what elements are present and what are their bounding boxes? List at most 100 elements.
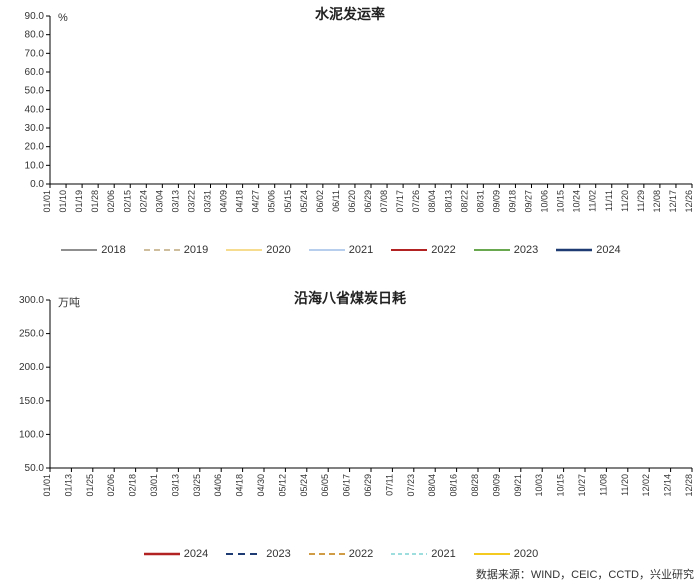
legend-item: 2023: [226, 548, 290, 560]
svg-text:12/08: 12/08: [652, 190, 662, 213]
svg-text:40.0: 40.0: [25, 104, 45, 115]
legend-label: 2021: [349, 244, 373, 256]
chart2-svg: 50.0100.0150.0200.0250.0300.001/0101/130…: [0, 280, 700, 528]
svg-text:02/15: 02/15: [122, 190, 132, 213]
svg-text:04/18: 04/18: [235, 190, 245, 213]
legend-label: 2018: [101, 244, 125, 256]
svg-text:04/09: 04/09: [219, 190, 229, 213]
chart1-svg: 0.010.020.030.040.050.060.070.080.090.00…: [0, 0, 700, 244]
svg-text:11/29: 11/29: [636, 190, 646, 212]
svg-text:12/14: 12/14: [663, 474, 673, 497]
chart2-unit: 万吨: [58, 294, 80, 310]
legend-item: 2020: [226, 244, 290, 256]
svg-text:03/01: 03/01: [149, 474, 159, 497]
svg-text:02/24: 02/24: [138, 190, 148, 213]
svg-text:01/13: 01/13: [63, 474, 73, 497]
chart1-unit: %: [58, 12, 68, 24]
svg-text:05/06: 05/06: [267, 190, 277, 213]
svg-text:200.0: 200.0: [19, 362, 44, 373]
svg-text:11/20: 11/20: [620, 190, 630, 212]
chart1-title: 水泥发运率: [315, 4, 385, 24]
legend-item: 2021: [391, 548, 455, 560]
chart-cement-shipment: 水泥发运率 % 0.010.020.030.040.050.060.070.08…: [0, 0, 700, 270]
svg-text:02/06: 02/06: [106, 474, 116, 497]
svg-text:05/15: 05/15: [283, 190, 293, 213]
svg-text:10/03: 10/03: [534, 474, 544, 497]
svg-text:90.0: 90.0: [25, 11, 45, 22]
svg-text:10/24: 10/24: [572, 190, 582, 213]
legend-label: 2024: [596, 244, 620, 256]
svg-text:06/29: 06/29: [363, 190, 373, 213]
svg-text:11/20: 11/20: [620, 474, 630, 496]
svg-text:05/24: 05/24: [299, 474, 309, 497]
chart2-legend: 2024 2023 2022 2021 2020: [40, 548, 660, 562]
svg-text:10/27: 10/27: [577, 474, 587, 497]
svg-text:06/17: 06/17: [342, 474, 352, 497]
svg-text:03/04: 03/04: [154, 190, 164, 213]
svg-text:03/13: 03/13: [170, 474, 180, 497]
svg-text:150.0: 150.0: [19, 396, 44, 407]
svg-text:03/22: 03/22: [186, 190, 196, 213]
svg-text:30.0: 30.0: [25, 123, 45, 134]
svg-text:50.0: 50.0: [25, 86, 45, 97]
svg-text:04/06: 04/06: [213, 474, 223, 497]
legend-label: 2021: [431, 548, 455, 560]
charts-container: { "source_text":"数据来源：WIND，CEIC，CCTD，兴业研…: [0, 0, 700, 584]
svg-text:0.0: 0.0: [30, 179, 44, 190]
legend-label: 2023: [514, 244, 538, 256]
svg-text:01/19: 01/19: [74, 190, 84, 213]
svg-text:09/27: 09/27: [524, 190, 534, 213]
svg-text:12/28: 12/28: [684, 474, 694, 497]
svg-text:250.0: 250.0: [19, 329, 44, 340]
legend-label: 2024: [184, 548, 208, 560]
legend-label: 2019: [184, 244, 208, 256]
legend-item: 2018: [61, 244, 125, 256]
chart2-title: 沿海八省煤炭日耗: [294, 288, 406, 308]
svg-text:06/11: 06/11: [331, 190, 341, 212]
svg-text:100.0: 100.0: [19, 429, 44, 440]
legend-item: 2021: [309, 244, 373, 256]
svg-text:03/31: 03/31: [203, 190, 213, 213]
svg-text:09/21: 09/21: [513, 474, 523, 497]
svg-text:01/28: 01/28: [90, 190, 100, 213]
svg-text:08/22: 08/22: [459, 190, 469, 213]
svg-text:11/02: 11/02: [588, 190, 598, 212]
svg-text:70.0: 70.0: [25, 48, 45, 59]
svg-text:12/02: 12/02: [641, 474, 651, 497]
svg-text:80.0: 80.0: [25, 30, 45, 41]
svg-text:04/27: 04/27: [251, 190, 261, 213]
svg-text:08/28: 08/28: [470, 474, 480, 497]
svg-text:07/26: 07/26: [411, 190, 421, 213]
svg-text:07/11: 07/11: [384, 474, 394, 496]
svg-text:10/06: 10/06: [540, 190, 550, 213]
svg-text:12/26: 12/26: [684, 190, 694, 213]
svg-text:02/06: 02/06: [106, 190, 116, 213]
svg-text:06/20: 06/20: [347, 190, 357, 213]
svg-text:08/13: 08/13: [443, 190, 453, 213]
svg-text:20.0: 20.0: [25, 142, 45, 153]
svg-text:08/04: 08/04: [427, 190, 437, 213]
chart-coal-consumption: 沿海八省煤炭日耗 万吨 50.0100.0150.0200.0250.0300.…: [0, 280, 700, 550]
svg-text:01/01: 01/01: [42, 190, 52, 213]
legend-item: 2022: [391, 244, 455, 256]
svg-text:01/10: 01/10: [58, 190, 68, 213]
legend-label: 2023: [266, 548, 290, 560]
data-source: 数据来源：WIND，CEIC，CCTD，兴业研究: [476, 566, 694, 582]
svg-text:03/13: 03/13: [170, 190, 180, 213]
legend-item: 2019: [144, 244, 208, 256]
legend-item: 2022: [309, 548, 373, 560]
legend-label: 2022: [431, 244, 455, 256]
legend-item: 2020: [474, 548, 538, 560]
svg-text:11/08: 11/08: [598, 474, 608, 496]
svg-text:06/02: 06/02: [315, 190, 325, 213]
svg-text:12/17: 12/17: [668, 190, 678, 213]
legend-item: 2024: [144, 548, 208, 560]
legend-item: 2024: [556, 244, 620, 256]
svg-text:02/18: 02/18: [128, 474, 138, 497]
svg-text:05/12: 05/12: [277, 474, 287, 497]
svg-text:50.0: 50.0: [25, 463, 45, 474]
svg-text:60.0: 60.0: [25, 67, 45, 78]
legend-item: 2023: [474, 244, 538, 256]
svg-text:10/15: 10/15: [556, 474, 566, 497]
svg-text:11/11: 11/11: [604, 190, 614, 211]
